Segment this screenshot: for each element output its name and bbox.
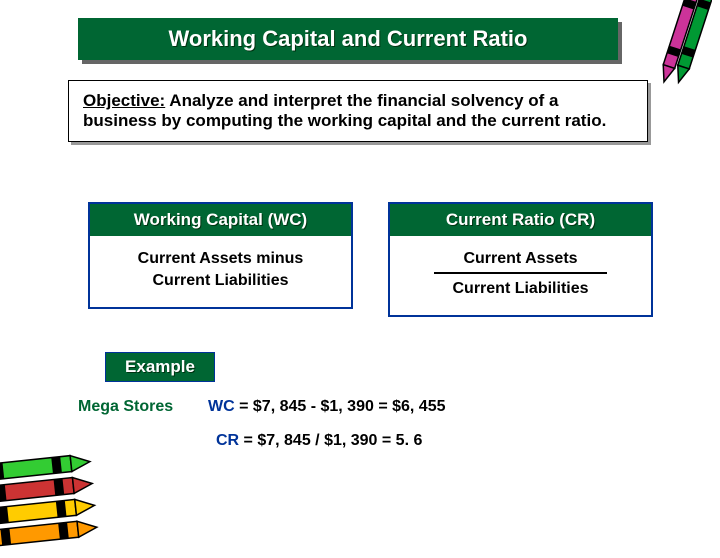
crayon-decoration-bottom-left bbox=[0, 448, 110, 558]
cr-header: Current Ratio (CR) bbox=[390, 204, 651, 236]
cr-body: Current Assets Current Liabilities bbox=[390, 236, 651, 315]
cr-calc-expr: = $7, 845 / $1, 390 = 5. 6 bbox=[239, 432, 422, 449]
wc-calc-prefix: WC bbox=[208, 398, 235, 415]
cr-numerator: Current Assets bbox=[434, 248, 608, 274]
objective-box: Objective: Analyze and interpret the fin… bbox=[68, 80, 648, 142]
example-label-text: Example bbox=[125, 357, 195, 377]
example-label-box: Example bbox=[105, 352, 215, 382]
working-capital-box: Working Capital (WC) Current Assets minu… bbox=[88, 202, 353, 309]
cr-header-text: Current Ratio (CR) bbox=[446, 210, 595, 230]
wc-formula-line2: Current Liabilities bbox=[100, 270, 341, 292]
crayon-decoration-top-right bbox=[642, 0, 712, 100]
slide-title: Working Capital and Current Ratio bbox=[169, 26, 528, 52]
wc-calculation: WC = $7, 845 - $1, 390 = $6, 455 bbox=[208, 398, 446, 416]
wc-header-text: Working Capital (WC) bbox=[134, 210, 307, 230]
store-name: Mega Stores bbox=[78, 398, 173, 416]
cr-calculation: CR = $7, 845 / $1, 390 = 5. 6 bbox=[216, 432, 422, 450]
wc-header: Working Capital (WC) bbox=[90, 204, 351, 236]
objective-label: Objective: bbox=[83, 91, 165, 110]
current-ratio-box: Current Ratio (CR) Current Assets Curren… bbox=[388, 202, 653, 317]
cr-calc-prefix: CR bbox=[216, 432, 239, 449]
wc-calc-expr: = $7, 845 - $1, 390 = $6, 455 bbox=[235, 398, 446, 415]
title-banner: Working Capital and Current Ratio bbox=[78, 18, 618, 60]
wc-formula-line1: Current Assets minus bbox=[100, 248, 341, 270]
cr-denominator: Current Liabilities bbox=[400, 278, 641, 300]
wc-body: Current Assets minus Current Liabilities bbox=[90, 236, 351, 307]
